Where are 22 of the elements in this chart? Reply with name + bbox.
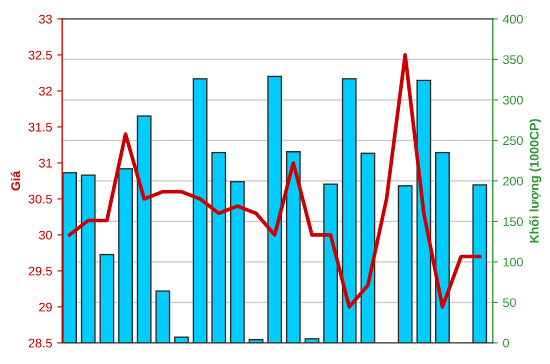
y2-tick-label: 150	[503, 217, 523, 226]
y-tick-label: 29.5	[28, 266, 52, 276]
y2-tick-label: 400	[502, 14, 523, 24]
y2-tick-label: 250	[503, 136, 523, 146]
y2-tick-label: 50	[503, 298, 516, 308]
y-tick-label: 30	[39, 230, 52, 240]
y-axis-title: Giá	[10, 170, 20, 190]
y2-tick-label: 0	[503, 338, 509, 348]
y2-tick-label: 300	[503, 96, 523, 105]
y-tick-label: 32	[39, 86, 52, 96]
y2-axis-title: Khối lượng (1000CP)	[528, 119, 542, 243]
y-tick-label: 31.5	[28, 122, 52, 132]
y2-tick-label: 350	[503, 55, 523, 64]
y2-tick-label: 200	[503, 176, 523, 186]
y-tick-label: 31	[39, 158, 52, 168]
y-tick-label: 30.5	[28, 194, 52, 204]
y-tick-label: 33	[39, 14, 52, 24]
y2-tick-label: 100	[503, 258, 523, 267]
y-tick-label: 32.5	[28, 50, 52, 60]
y-tick-label: 29	[39, 302, 52, 312]
line-series	[68, 53, 482, 309]
y-tick-label: 28.5	[28, 338, 52, 348]
